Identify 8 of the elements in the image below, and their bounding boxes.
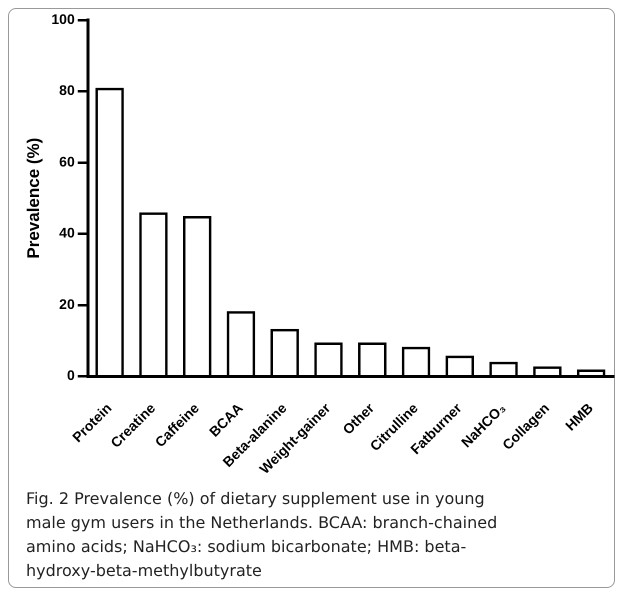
y-tick-label: 40 [59,224,75,241]
y-tick-label: 0 [66,367,75,384]
y-tick-label: 60 [59,153,75,170]
y-tick-label: 20 [59,296,75,312]
y-tick-label: 80 [59,82,75,98]
y-tick-label: 100 [51,10,75,27]
y-axis-title: Prevalence (%) [24,138,43,259]
caption: Fig. 2 Prevalence (%) of dietary supplement use in young male gym users in the Netherlands. BCAA: branch-chained amino acids; NaHCO₃: sodium bicarbonate; HMB: beta-hydroxy-beta-methylbutyrate [26,488,498,582]
